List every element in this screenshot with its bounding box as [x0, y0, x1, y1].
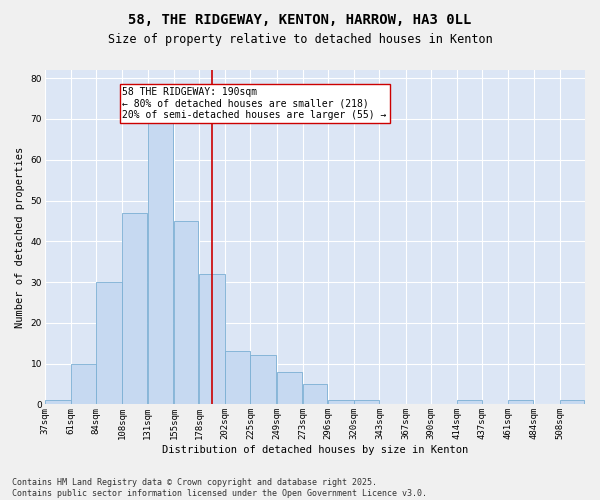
Text: Size of property relative to detached houses in Kenton: Size of property relative to detached ho…: [107, 32, 493, 46]
Bar: [457, 400, 482, 404]
Bar: [303, 384, 328, 404]
Bar: [250, 356, 276, 405]
Bar: [508, 400, 533, 404]
Bar: [225, 352, 250, 405]
Text: 58 THE RIDGEWAY: 190sqm
← 80% of detached houses are smaller (218)
20% of semi-d: 58 THE RIDGEWAY: 190sqm ← 80% of detache…: [122, 86, 387, 120]
Bar: [96, 282, 122, 405]
Bar: [174, 221, 199, 404]
X-axis label: Distribution of detached houses by size in Kenton: Distribution of detached houses by size …: [162, 445, 468, 455]
Text: 58, THE RIDGEWAY, KENTON, HARROW, HA3 0LL: 58, THE RIDGEWAY, KENTON, HARROW, HA3 0L…: [128, 12, 472, 26]
Bar: [199, 274, 225, 404]
Bar: [148, 119, 173, 405]
Bar: [45, 400, 71, 404]
Bar: [277, 372, 302, 404]
Bar: [328, 400, 354, 404]
Bar: [560, 400, 584, 404]
Bar: [122, 212, 147, 404]
Bar: [71, 364, 95, 405]
Y-axis label: Number of detached properties: Number of detached properties: [15, 146, 25, 328]
Bar: [354, 400, 379, 404]
Text: Contains HM Land Registry data © Crown copyright and database right 2025.
Contai: Contains HM Land Registry data © Crown c…: [12, 478, 427, 498]
